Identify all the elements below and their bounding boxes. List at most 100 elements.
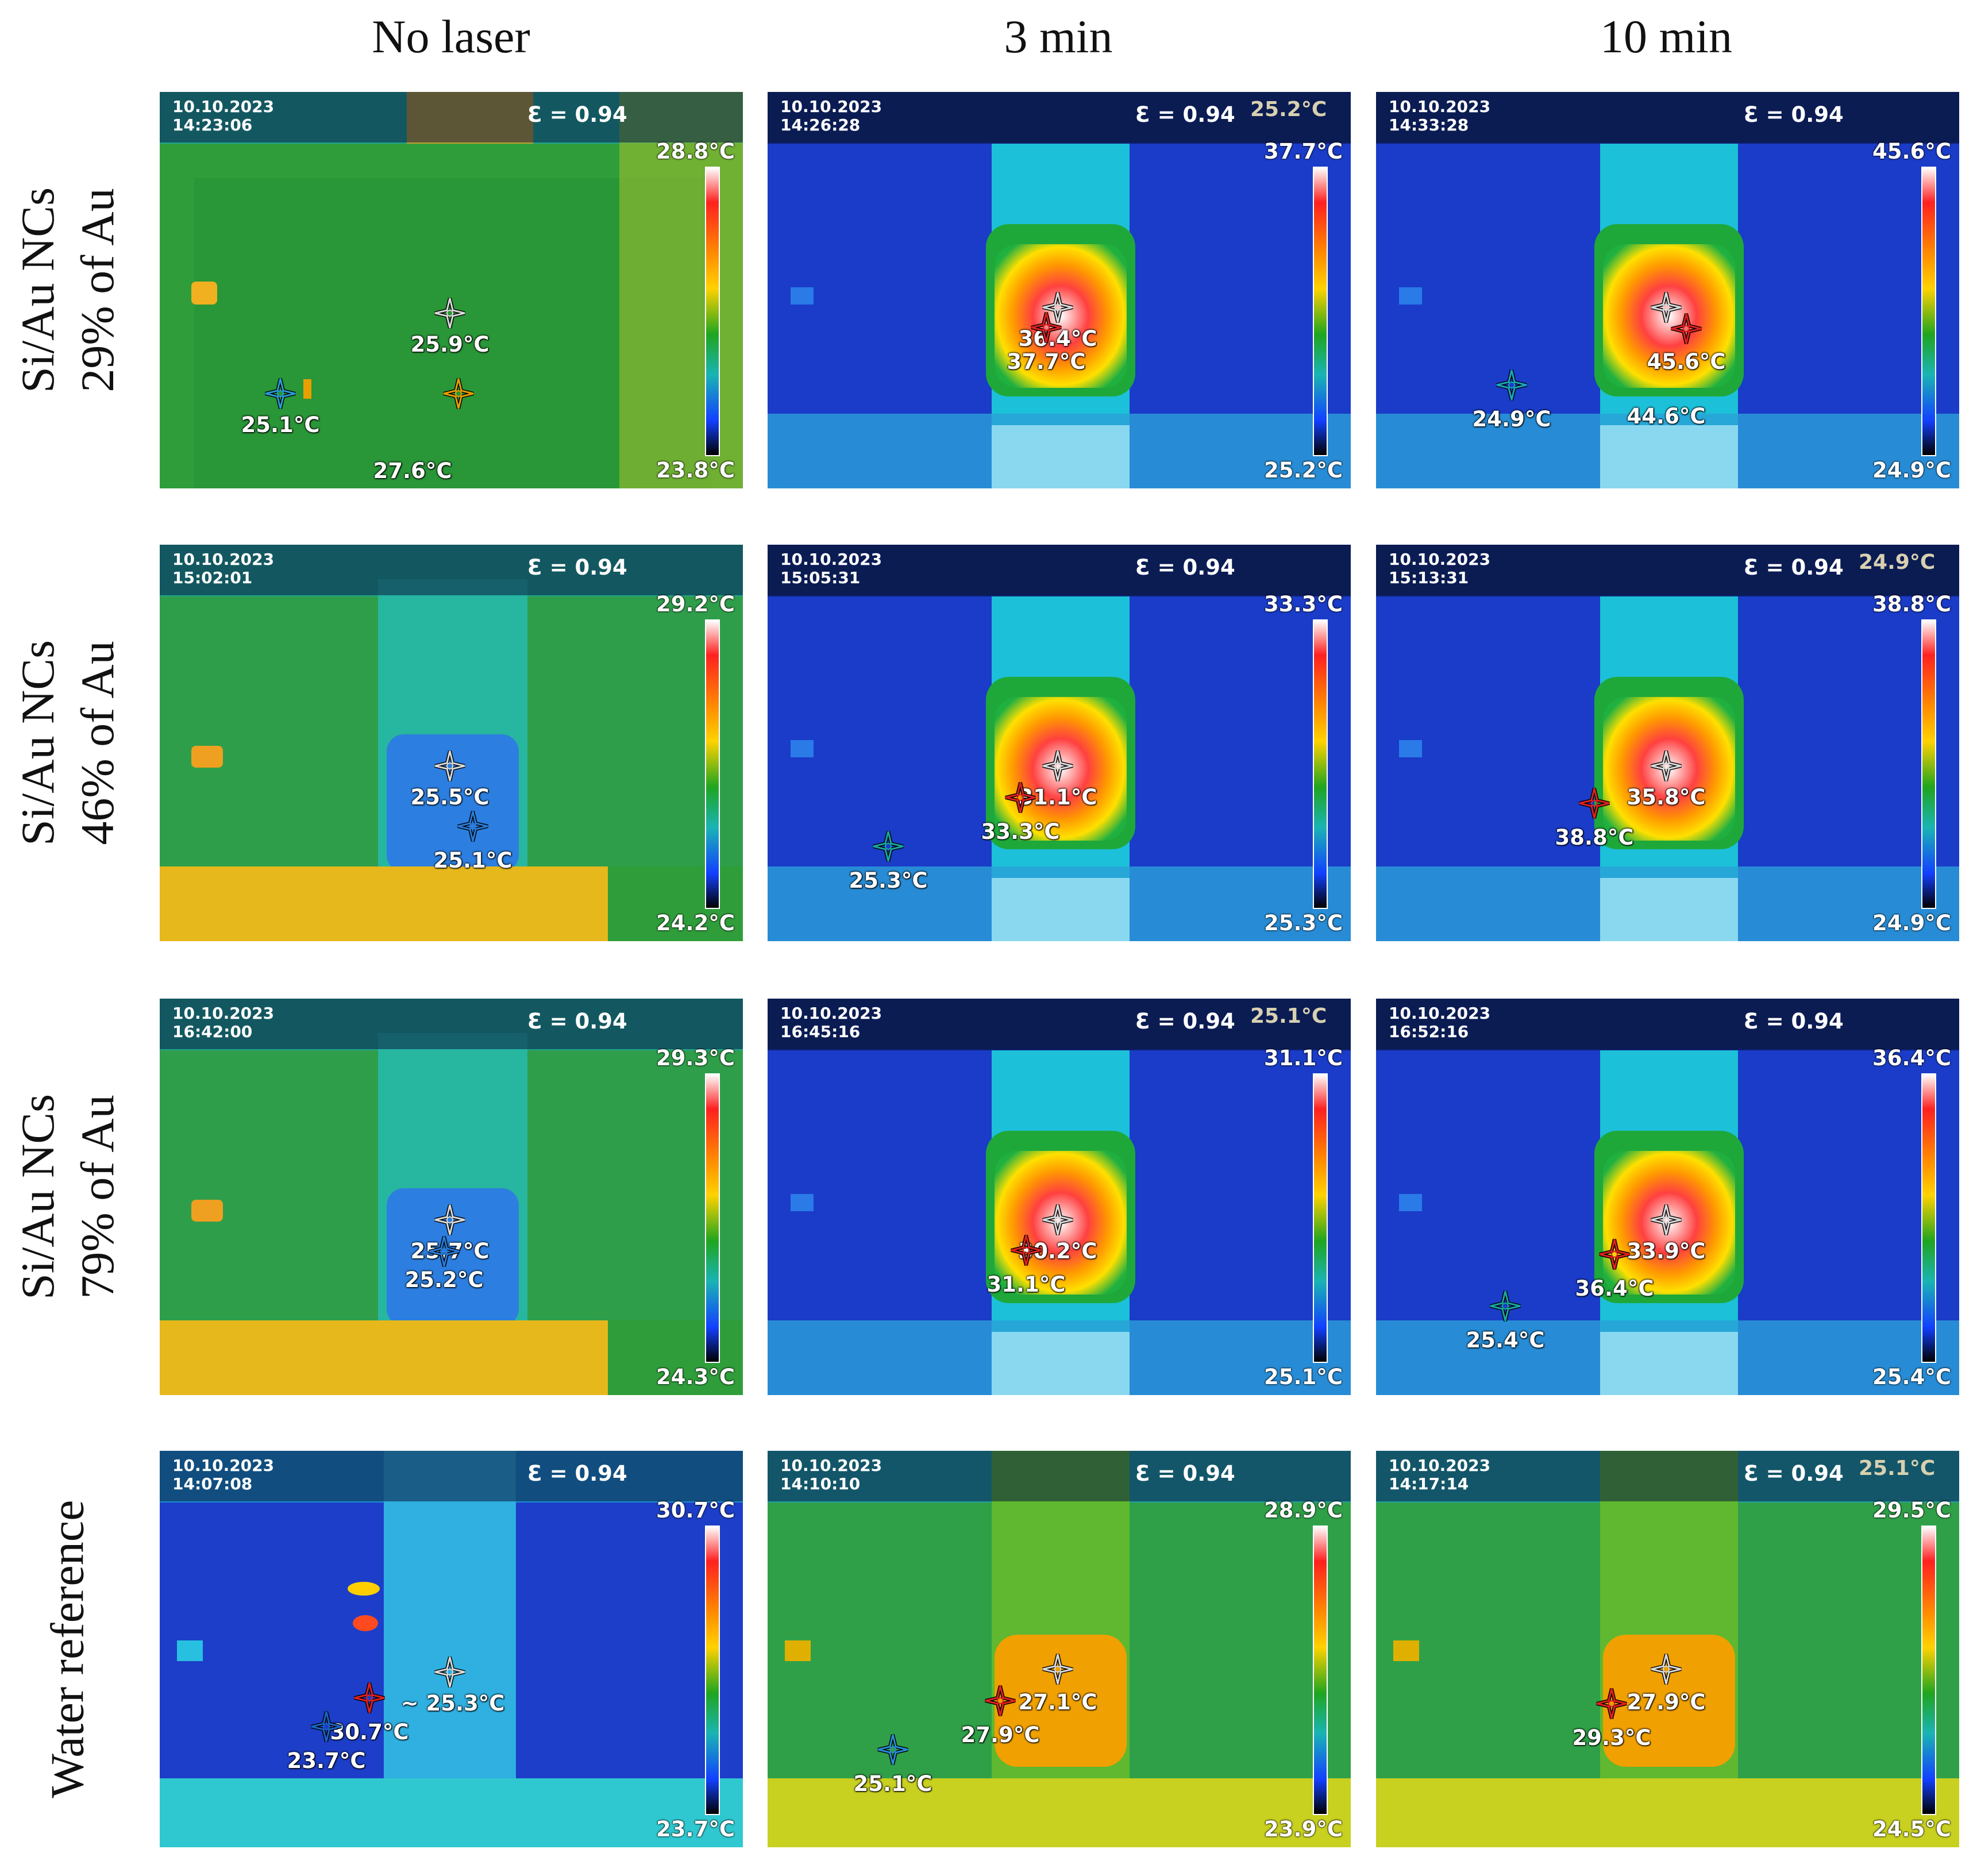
time-label: 14:07:08 — [172, 1474, 253, 1493]
row-label-line1: Si/Au NCs — [11, 640, 64, 846]
time-label: 15:02:01 — [172, 568, 253, 587]
scale-min-label: 23.8°C — [656, 458, 735, 483]
emissivity-label: Ɛ = 0.94 — [1744, 555, 1844, 580]
color-scale-bar — [705, 619, 720, 909]
measurement-temperature-label: 31.1°C — [986, 1272, 1066, 1297]
measurement-crosshair-icon — [1596, 1688, 1628, 1720]
date-label: 10.10.2023 — [780, 550, 882, 569]
row-header-water-reference: Water reference — [10, 1451, 125, 1847]
thermal-image-panel: 10.10.2023 16:42:00 Ɛ = 0.94 29.3°C 24.3°C 2… — [160, 999, 743, 1395]
date-label: 10.10.2023 — [780, 1004, 882, 1023]
auxiliary-temperature-readout: 25.1°C — [1250, 1004, 1327, 1028]
measurement-temperature-label: 25.2°C — [404, 1268, 484, 1292]
camera-header-bar — [768, 545, 1351, 595]
measurement-temperature-label: 36.4°C — [1018, 326, 1097, 351]
emissivity-label: Ɛ = 0.94 — [527, 102, 627, 127]
measurement-temperature-label: 25.1°C — [853, 1771, 932, 1796]
measurement-temperature-label: 37.7°C — [1007, 349, 1086, 374]
auxiliary-temperature-readout: 24.9°C — [1859, 550, 1936, 574]
scale-min-label: 24.5°C — [1872, 1817, 1951, 1842]
camera-header-bar — [1376, 999, 1959, 1049]
color-scale-bar — [705, 1526, 720, 1815]
measurement-temperature-label: 27.1°C — [1018, 1690, 1097, 1715]
emissivity-label: Ɛ = 0.94 — [1135, 555, 1235, 580]
date-label: 10.10.2023 — [172, 1004, 275, 1023]
measurement-temperature-label: 25.4°C — [1466, 1328, 1545, 1353]
measurement-temperature-label: 36.4°C — [1575, 1276, 1654, 1301]
thermal-image-panel: 10.10.2023 16:45:16 Ɛ = 0.94 25.1°C 31.1°C 25… — [768, 999, 1351, 1395]
timestamp: 10.10.2023 15:02:01 — [172, 550, 274, 587]
measurement-crosshair-icon — [1578, 787, 1610, 819]
auxiliary-temperature-readout: 25.2°C — [1250, 98, 1327, 121]
timestamp: 10.10.2023 14:33:28 — [1389, 98, 1490, 134]
scale-min-label: 24.2°C — [656, 911, 735, 935]
thermal-image-panel: 10.10.2023 14:33:28 Ɛ = 0.94 45.6°C 24.9°C 4… — [1376, 92, 1959, 488]
thermal-image-panel: 10.10.2023 14:17:14 Ɛ = 0.94 25.1°C 29.5°C 24… — [1376, 1451, 1959, 1847]
timestamp: 10.10.2023 16:42:00 — [172, 1004, 274, 1041]
measurement-crosshair-icon — [1042, 750, 1074, 782]
thermal-image-panel: 10.10.2023 15:13:31 Ɛ = 0.94 24.9°C 38.8°C 24… — [1376, 545, 1959, 941]
camera-header-bar — [1376, 545, 1959, 595]
measurement-crosshair-icon — [1042, 1653, 1074, 1685]
scale-max-label: 28.9°C — [1264, 1498, 1343, 1523]
measurement-temperature-label: 33.3°C — [981, 819, 1060, 844]
measurement-crosshair-icon — [1598, 1238, 1631, 1270]
measurement-crosshair-icon — [264, 377, 296, 410]
row-label-line1: Water reference — [41, 1500, 94, 1798]
camera-header-bar — [768, 999, 1351, 1049]
thermal-scene — [160, 545, 743, 941]
time-label: 15:05:31 — [780, 568, 861, 587]
measurement-crosshair-icon — [984, 1685, 1016, 1717]
column-header-3-min: 3 min — [1004, 10, 1113, 63]
measurement-temperature-label: 27.6°C — [373, 459, 452, 483]
camera-header-bar — [160, 92, 743, 142]
emissivity-label: Ɛ = 0.94 — [527, 555, 627, 580]
timestamp: 10.10.2023 14:26:28 — [780, 98, 882, 134]
scale-max-label: 30.7°C — [656, 1498, 735, 1523]
timestamp: 10.10.2023 15:13:31 — [1389, 550, 1490, 587]
measurement-crosshair-icon — [428, 1235, 460, 1268]
measurement-crosshair-icon — [442, 377, 475, 410]
date-label: 10.10.2023 — [172, 550, 275, 569]
date-label: 10.10.2023 — [780, 97, 882, 116]
thermal-image-panel: 10.10.2023 14:26:28 Ɛ = 0.94 25.2°C 37.7°C 25… — [768, 92, 1351, 488]
thermal-scene — [160, 999, 743, 1395]
time-label: 14:23:06 — [172, 115, 253, 134]
measurement-crosshair-icon — [457, 810, 489, 842]
date-label: 10.10.2023 — [172, 1456, 275, 1475]
measurement-temperature-label: 25.1°C — [241, 413, 320, 437]
measurement-temperature-label: 27.9°C — [961, 1723, 1040, 1747]
date-label: 10.10.2023 — [780, 1456, 882, 1475]
thermal-image-panel: 10.10.2023 14:07:08 Ɛ = 0.94 30.7°C 23.7°C ~… — [160, 1451, 743, 1847]
thermal-scene — [768, 92, 1351, 488]
thermal-image-panel: 10.10.2023 14:23:06 Ɛ = 0.94 28.8°C 23.8°C 2… — [160, 92, 743, 488]
timestamp: 10.10.2023 16:52:16 — [1389, 1004, 1490, 1041]
measurement-temperature-label: 25.5°C — [410, 785, 490, 810]
color-scale-bar — [705, 1073, 720, 1363]
thermal-scene — [1376, 92, 1959, 488]
thermal-scene — [768, 999, 1351, 1395]
scale-max-label: 36.4°C — [1872, 1046, 1951, 1070]
scale-max-label: 29.3°C — [656, 1046, 735, 1070]
measurement-crosshair-icon — [1489, 1290, 1521, 1322]
time-label: 15:13:31 — [1389, 568, 1469, 587]
measurement-crosshair-icon — [1004, 781, 1036, 814]
scale-max-label: 38.8°C — [1872, 592, 1951, 617]
color-scale-bar — [1921, 167, 1936, 456]
row-label-line1: Si/Au NCs — [11, 1094, 64, 1300]
scale-max-label: 29.2°C — [656, 592, 735, 617]
timestamp: 10.10.2023 14:23:06 — [172, 98, 274, 134]
time-label: 14:26:28 — [780, 115, 861, 134]
emissivity-label: Ɛ = 0.94 — [1744, 1009, 1844, 1034]
scale-max-label: 29.5°C — [1872, 1498, 1951, 1523]
thermal-scene — [1376, 545, 1959, 941]
measurement-temperature-label: 33.9°C — [1627, 1239, 1706, 1263]
column-header-10-min: 10 min — [1600, 10, 1733, 63]
scale-min-label: 24.9°C — [1872, 911, 1951, 935]
thermal-image-panel: 10.10.2023 15:02:01 Ɛ = 0.94 29.2°C 24.2°C 2… — [160, 545, 743, 941]
measurement-crosshair-icon — [1670, 313, 1702, 345]
scale-min-label: 25.2°C — [1264, 458, 1343, 483]
measurement-temperature-label: ~ 25.3°C — [400, 1691, 505, 1716]
camera-header-bar — [160, 999, 743, 1049]
measurement-crosshair-icon — [1650, 291, 1682, 323]
